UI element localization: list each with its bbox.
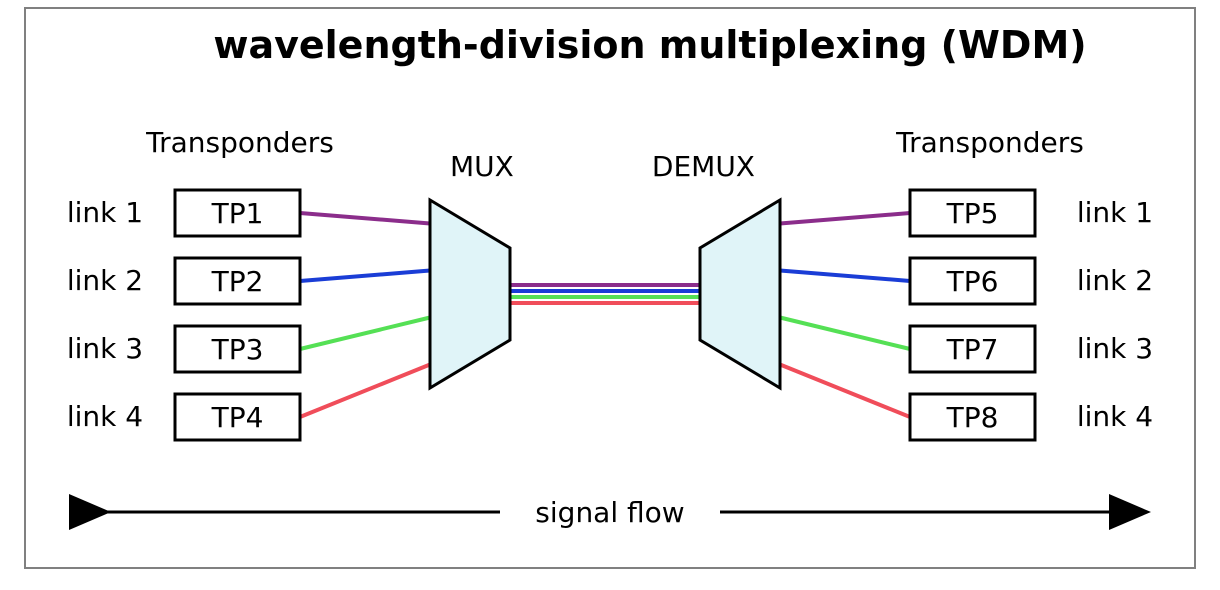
transponders-heading-right: Transponders — [895, 126, 1084, 159]
signal-flow-label: signal flow — [535, 496, 684, 529]
tp-label-right-3: TP7 — [946, 333, 999, 366]
tp-label-right-1: TP5 — [946, 197, 999, 230]
link-label-right-2: link 2 — [1077, 264, 1153, 297]
link-label-left-2: link 2 — [67, 264, 143, 297]
mux-label: MUX — [450, 150, 514, 183]
tp-label-left-1: TP1 — [211, 197, 264, 230]
link-label-right-4: link 4 — [1077, 400, 1153, 433]
link-label-right-1: link 1 — [1077, 196, 1153, 229]
tp-label-right-4: TP8 — [946, 401, 999, 434]
tp-label-left-4: TP4 — [211, 401, 264, 434]
tp-label-left-2: TP2 — [211, 265, 264, 298]
tp-label-right-2: TP6 — [946, 265, 999, 298]
link-label-left-1: link 1 — [67, 196, 143, 229]
diagram-title: wavelength-division multiplexing (WDM) — [213, 23, 1086, 67]
tp-label-left-3: TP3 — [211, 333, 264, 366]
demux-label: DEMUX — [652, 150, 755, 183]
wdm-diagram: wavelength-division multiplexing (WDM) Tr… — [0, 0, 1220, 586]
link-label-left-4: link 4 — [67, 400, 143, 433]
link-label-left-3: link 3 — [67, 332, 143, 365]
transponders-heading-left: Transponders — [145, 126, 334, 159]
link-label-right-3: link 3 — [1077, 332, 1153, 365]
